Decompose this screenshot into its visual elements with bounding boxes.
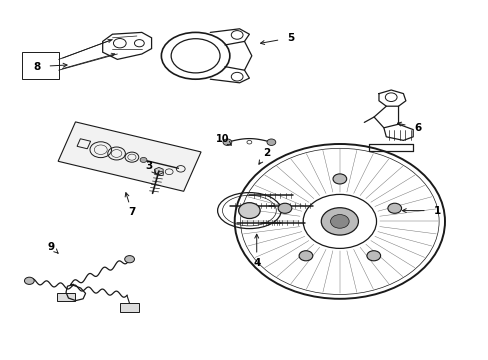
Circle shape bbox=[124, 256, 134, 263]
Bar bbox=[120, 303, 139, 312]
Polygon shape bbox=[58, 122, 201, 191]
Circle shape bbox=[299, 251, 312, 261]
Circle shape bbox=[266, 139, 275, 145]
Circle shape bbox=[223, 139, 231, 145]
Text: 3: 3 bbox=[145, 161, 152, 171]
Bar bbox=[57, 293, 75, 301]
Circle shape bbox=[278, 203, 291, 213]
Text: 6: 6 bbox=[414, 123, 421, 133]
Text: 7: 7 bbox=[128, 207, 136, 217]
Circle shape bbox=[387, 203, 401, 213]
Circle shape bbox=[238, 203, 260, 219]
Circle shape bbox=[24, 277, 34, 284]
Text: 9: 9 bbox=[48, 242, 55, 252]
Text: 10: 10 bbox=[215, 134, 229, 144]
Bar bbox=[22, 52, 59, 79]
Circle shape bbox=[140, 157, 147, 162]
Circle shape bbox=[366, 251, 380, 261]
Text: 4: 4 bbox=[252, 258, 260, 268]
Circle shape bbox=[332, 174, 346, 184]
Text: 8: 8 bbox=[33, 62, 40, 72]
Text: 1: 1 bbox=[433, 206, 440, 216]
Polygon shape bbox=[154, 167, 163, 175]
Text: 5: 5 bbox=[287, 33, 294, 43]
Circle shape bbox=[330, 215, 348, 228]
Text: 2: 2 bbox=[263, 148, 269, 158]
Circle shape bbox=[321, 208, 358, 235]
